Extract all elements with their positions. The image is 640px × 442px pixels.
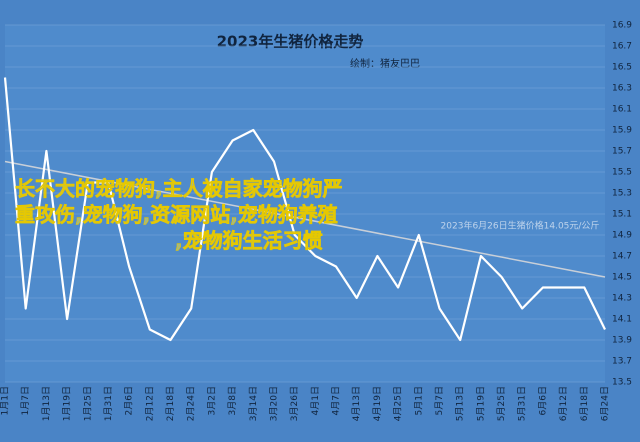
x-tick-label: 2月24日 xyxy=(186,386,197,421)
price-line xyxy=(3,77,606,342)
y-tick-label: 16.9 xyxy=(612,21,632,31)
x-tick-label: 4月13日 xyxy=(351,386,362,421)
y-tick-label: 13.9 xyxy=(612,336,632,346)
marks: 13.5 13.7 13.9 14.1 14.3 14.5 14.7 14.9 15.1 15.3… xyxy=(0,21,632,422)
annotation: 2023年6月26日生猪价格14.05元/公斤 xyxy=(441,220,600,232)
x-tick-label: 1月1日 xyxy=(0,386,11,415)
x-tick-label: 6月24日 xyxy=(600,386,611,421)
x-tick-label: 5月7日 xyxy=(434,386,445,415)
x-tick-label: 1月19日 xyxy=(62,386,73,421)
y-tick-label: 13.5 xyxy=(612,378,632,388)
y-tick-label: 15.5 xyxy=(612,168,632,178)
x-tick-label: 3月20日 xyxy=(268,386,279,421)
x-tick-label: 5月19日 xyxy=(475,386,486,421)
x-tick-label: 6月6日 xyxy=(537,386,548,415)
x-tick-label: 1月13日 xyxy=(41,386,52,421)
y-tick-label: 14.7 xyxy=(612,252,632,262)
y-tick-label: 15.3 xyxy=(612,189,632,199)
x-tick-label: 3月8日 xyxy=(227,386,238,415)
chart-title: 2023年生猪价格走势 xyxy=(217,33,364,51)
x-tick-label: 3月26日 xyxy=(289,386,300,421)
x-tick-label: 1月25日 xyxy=(82,386,93,421)
y-tick-label: 15.7 xyxy=(612,147,632,157)
y-tick-label: 16.5 xyxy=(612,63,632,73)
y-tick-label: 16.1 xyxy=(612,105,632,115)
x-tick-label: 5月31日 xyxy=(517,386,528,421)
x-tick-label: 3月14日 xyxy=(248,386,259,421)
x-tick-label: 5月25日 xyxy=(496,386,507,421)
x-tick-label: 2月18日 xyxy=(165,386,176,421)
y-tick-label: 15.9 xyxy=(612,126,632,136)
y-tick-label: 14.1 xyxy=(612,315,632,325)
chart-subtitle: 绘制：猪友巴巴 xyxy=(350,57,420,70)
x-tick-label: 4月19日 xyxy=(372,386,383,421)
y-tick-label: 14.5 xyxy=(612,273,632,283)
y-tick-label: 15.1 xyxy=(612,210,632,220)
x-tick-label: 2月6日 xyxy=(124,386,135,415)
overlay-text: ,宠物狗生活习惯 xyxy=(175,229,323,253)
trend-line xyxy=(4,160,606,278)
overlay: 长不大的宠物狗,主人被自家宠物狗严 重攻伤,宠物狗,资源网站,宠物狗养殖 ,宠物… xyxy=(15,176,343,253)
x-tick-label: 4月1日 xyxy=(310,386,321,415)
y-tick-label: 16.3 xyxy=(612,84,632,94)
x-tick-label: 2月12日 xyxy=(144,386,155,421)
y-tick-label: 13.7 xyxy=(612,357,632,367)
plot-area xyxy=(5,25,605,382)
x-tick-label: 4月25日 xyxy=(393,386,404,421)
x-tick-label: 3月2日 xyxy=(206,386,217,415)
y-tick-label: 16.7 xyxy=(612,42,632,52)
x-tick-label: 6月18日 xyxy=(579,386,590,421)
x-tick-label: 4月7日 xyxy=(331,386,342,415)
x-tick-label: 6月12日 xyxy=(558,386,569,421)
y-tick-label: 14.9 xyxy=(612,231,632,241)
x-tick-label: 1月7日 xyxy=(20,386,31,415)
overlay-text: 重攻伤,宠物狗,资源网站,宠物狗养殖 xyxy=(15,203,338,227)
x-tick-label: 5月1日 xyxy=(413,386,424,415)
overlay-text: 长不大的宠物狗,主人被自家宠物狗严 xyxy=(15,177,343,201)
x-tick-label: 1月31日 xyxy=(103,386,114,421)
y-tick-label: 14.3 xyxy=(612,294,632,304)
x-tick-label: 5月13日 xyxy=(455,386,466,421)
